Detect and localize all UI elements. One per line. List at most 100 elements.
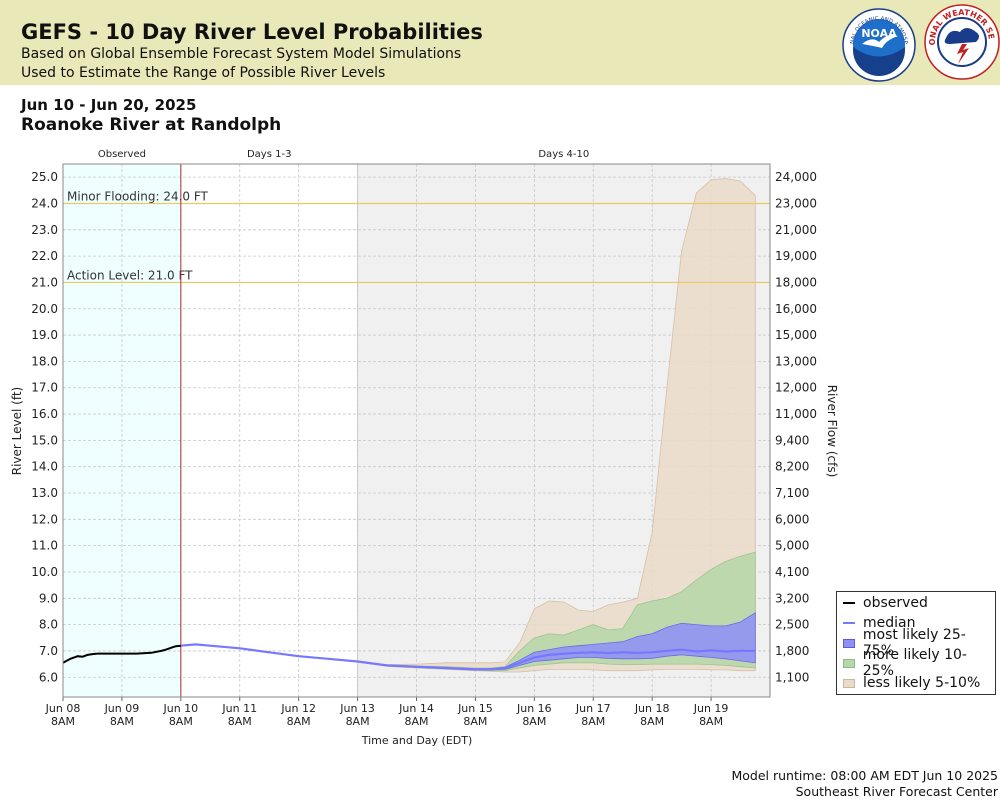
location-title: Roanoke River at Randolph — [21, 115, 282, 135]
y2-tick-label: 5,000 — [775, 539, 809, 553]
header-banner: GEFS - 10 Day River Level Probabilities … — [0, 0, 1000, 85]
y-tick-label: 22.0 — [31, 249, 58, 263]
x-tick-time: 8AM — [228, 715, 252, 728]
plot-frame — [62, 163, 771, 698]
y2-tick-label: 1,800 — [775, 644, 809, 658]
y-tick-label: 8.0 — [39, 618, 58, 632]
threshold-label: Action Level: 21.0 FT — [67, 268, 193, 282]
y2-tick-label: 23,000 — [775, 196, 817, 210]
y2-tick-label: 19,000 — [775, 249, 817, 263]
y-tick-label: 7.0 — [39, 644, 58, 658]
y-tick-label: 19.0 — [31, 328, 58, 342]
x-tick-time: 8AM — [404, 715, 428, 728]
x-tick-time: 8AM — [640, 715, 664, 728]
noaa-logo-text: NOAA — [861, 27, 897, 40]
legend-item-10-25: more likely 10-25% — [843, 647, 995, 679]
y-tick-label: 20.0 — [31, 302, 58, 316]
y2-tick-label: 1,100 — [775, 670, 809, 684]
threshold-label: Minor Flooding: 24.0 FT — [67, 189, 209, 203]
legend-label-observed: observed — [863, 595, 928, 611]
y2-tick-label: 24,000 — [775, 170, 817, 184]
x-tick-day: Jun 18 — [634, 702, 670, 715]
x-tick-time: 8AM — [51, 715, 75, 728]
y2-tick-label: 9,400 — [775, 433, 809, 447]
period-label: Days 1-3 — [247, 149, 291, 160]
nws-logo: NATIONAL WEATHER SERVICE — [924, 4, 1000, 80]
legend-item-5-10: less likely 5-10% — [843, 674, 980, 692]
legend-swatch-median — [843, 622, 855, 624]
y-tick-label: 16.0 — [31, 407, 58, 421]
y2-tick-label: 21,000 — [775, 223, 817, 237]
page-title: GEFS - 10 Day River Level Probabilities — [21, 20, 483, 44]
x-tick-day: Jun 13 — [339, 702, 375, 715]
threshold-lines: Minor Flooding: 24.0 FT Action Level: 21.… — [63, 164, 770, 697]
forecast-center: Southeast River Forecast Center — [795, 784, 998, 799]
y-tick-label: 12.0 — [31, 512, 58, 526]
x-tick-day: Jun 17 — [575, 702, 611, 715]
x-tick-day: Jun 11 — [221, 702, 257, 715]
legend-label-25-75: most likely 25-75% — [862, 627, 966, 659]
y-tick-label: 9.0 — [39, 591, 58, 605]
y2-tick-label: 4,100 — [775, 565, 809, 579]
y-tick-label: 10.0 — [31, 565, 58, 579]
y-tick-label: 23.0 — [31, 223, 58, 237]
y2-tick-label: 18,000 — [775, 275, 817, 289]
y2-tick-label: 8,200 — [775, 460, 809, 474]
page-subtitle-2: Used to Estimate the Range of Possible R… — [21, 65, 386, 81]
y2-tick-label: 6,000 — [775, 512, 809, 526]
x-tick-day: Jun 14 — [398, 702, 434, 715]
period-label: Observed — [98, 149, 146, 160]
x-tick-day: Jun 09 — [104, 702, 140, 715]
x-tick-time: 8AM — [110, 715, 134, 728]
y-tick-label: 6.0 — [39, 670, 58, 684]
x-tick-time: 8AM — [463, 715, 487, 728]
x-tick-time: 8AM — [169, 715, 193, 728]
y-tick-label: 11.0 — [31, 539, 58, 553]
y2-tick-label: 12,000 — [775, 381, 817, 395]
legend-label-10-25: more likely 10-25% — [862, 647, 967, 679]
y2-tick-label: 15,000 — [775, 328, 817, 342]
x-tick-time: 8AM — [522, 715, 546, 728]
y-tick-label: 18.0 — [31, 354, 58, 368]
legend-swatch-5-10 — [843, 678, 855, 688]
x-tick-time: 8AM — [581, 715, 605, 728]
y-tick-label: 24.0 — [31, 196, 58, 210]
y-axis-label: River Level (ft) — [10, 387, 24, 475]
legend-swatch-25-75 — [843, 638, 855, 648]
y2-tick-label: 13,000 — [775, 354, 817, 368]
period-bg-1 — [180, 164, 358, 697]
y-tick-label: 14.0 — [31, 460, 58, 474]
observed-line — [62, 644, 181, 664]
legend-label-5-10: less likely 5-10% — [863, 675, 981, 691]
legend-item-25-75: most likely 25-75% — [843, 627, 995, 659]
y2-tick-label: 2,500 — [775, 618, 809, 632]
page-subtitle-1: Based on Global Ensemble Forecast System… — [21, 46, 462, 62]
y-tick-label: 17.0 — [31, 381, 58, 395]
y2-tick-label: 7,100 — [775, 486, 809, 500]
legend-item-observed: observed — [843, 594, 928, 612]
x-tick-time: 8AM — [287, 715, 311, 728]
x-tick-time: 8AM — [699, 715, 723, 728]
x-axis-label: Time and Day (EDT) — [361, 734, 473, 747]
noaa-logo: NOAA NATIONAL OCEANIC AND ATMOSPHERIC — [842, 8, 916, 82]
chart-legend: observed median most likely 25-75% more … — [836, 591, 996, 695]
y2-tick-label: 11,000 — [775, 407, 817, 421]
y-tick-label: 25.0 — [31, 170, 58, 184]
legend-swatch-10-25 — [843, 658, 855, 668]
chart-axes: Observed Days 1-3 Days 4-10 6.0 7.0 8.0 9.0 10.… — [31, 149, 817, 728]
y2-tick-label: 3,200 — [775, 591, 809, 605]
x-tick-time: 8AM — [346, 715, 370, 728]
legend-label-median: median — [863, 615, 916, 631]
x-tick-day: Jun 12 — [280, 702, 316, 715]
y2-axis-label: River Flow (cfs) — [825, 385, 839, 478]
y-tick-label: 15.0 — [31, 433, 58, 447]
x-tick-day: Jun 08 — [45, 702, 81, 715]
x-tick-day: Jun 19 — [693, 702, 729, 715]
date-range: Jun 10 - Jun 20, 2025 — [21, 96, 197, 114]
legend-item-median: median — [843, 614, 915, 632]
legend-swatch-observed — [843, 602, 855, 604]
series-lines — [62, 643, 756, 671]
median-line — [180, 643, 756, 671]
model-runtime: Model runtime: 08:00 AM EDT Jun 10 2025 — [731, 768, 998, 783]
